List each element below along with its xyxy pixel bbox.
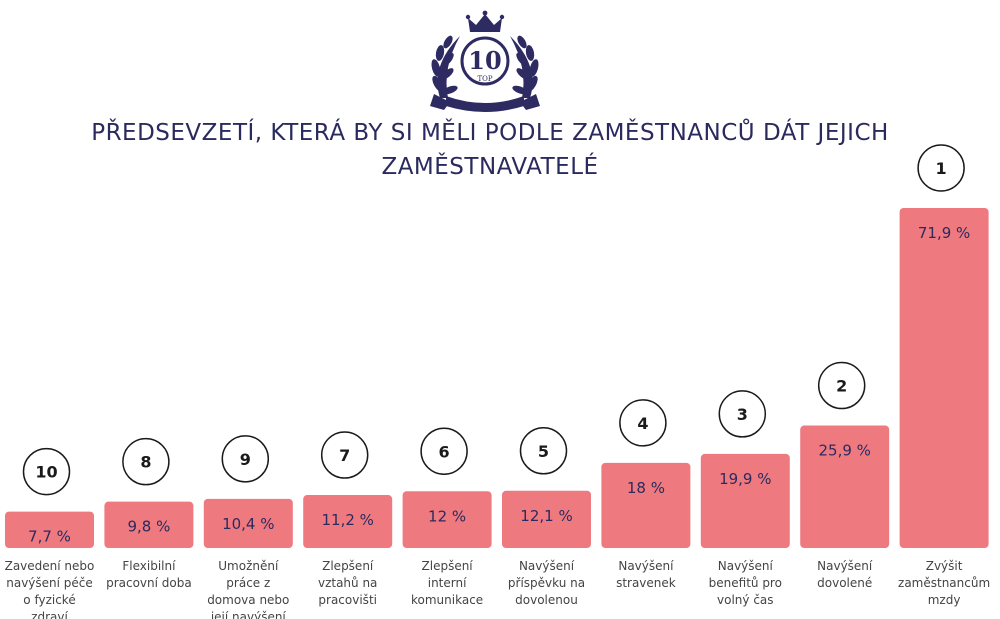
rank-badge [519, 427, 568, 475]
rank-number: 6 [439, 442, 450, 461]
category-label: Navýšení příspěvku na dovolenou [508, 559, 585, 607]
value-label: 9,8 % [127, 518, 170, 536]
bar [402, 491, 492, 548]
rank-badge [420, 427, 468, 476]
category-label: Zlepšení interní komunikace [411, 559, 483, 607]
category-label: Zlepšení vztahů na pracovišti [318, 559, 377, 607]
category-label: Flexibilní pracovní doba [106, 559, 192, 590]
category-label: Navýšení benefitů pro volný čas [709, 559, 782, 607]
rank-badge [917, 144, 965, 192]
rank-badge [718, 390, 767, 438]
bar [104, 501, 194, 548]
category-label: Navýšení dovolené [817, 559, 873, 590]
rank-badge [221, 435, 270, 483]
rank-number: 2 [836, 377, 847, 396]
value-label: 11,2 % [321, 511, 373, 529]
bar [303, 495, 393, 548]
top-10-crown-logo: 10 TOP [430, 10, 540, 112]
rank-number: 9 [240, 450, 251, 469]
rank-number: 1 [936, 159, 947, 178]
value-label: 12,1 % [520, 507, 572, 525]
rank-number: 7 [339, 446, 350, 465]
rank-number: 5 [538, 442, 549, 461]
bar [203, 498, 293, 548]
bar [601, 462, 691, 548]
logo-caption: TOP [477, 75, 492, 83]
bar [5, 511, 94, 548]
rank-badge [320, 431, 369, 479]
category-label: Umožnění práce z domova nebo její navýšení [207, 559, 289, 619]
value-label: 18 % [627, 479, 665, 497]
bar [800, 425, 890, 548]
rank-badge [619, 399, 667, 447]
logo-number: 10 [468, 46, 501, 75]
value-label: 7,7 % [28, 528, 71, 546]
bar [700, 453, 790, 548]
bar [502, 490, 591, 548]
value-label: 10,4 % [222, 515, 274, 533]
value-label: 25,9 % [818, 442, 870, 460]
rank-badge [122, 437, 170, 486]
bar [899, 208, 989, 548]
category-label: Zavedení nebo navýšení péče o fyzické zdrav… [5, 559, 95, 619]
rank-badge [22, 447, 71, 496]
rank-badge [817, 361, 866, 410]
value-label: 19,9 % [719, 470, 771, 488]
rank-number: 3 [737, 405, 748, 424]
rank-number: 4 [637, 414, 648, 433]
value-label: 71,9 % [918, 224, 970, 242]
category-label: Zvýšit zaměstnancům mzdy [898, 559, 990, 607]
value-label: 12 % [428, 507, 466, 525]
chart-title: PŘEDSEVZETÍ, KTERÁ BY SI MĚLI PODLE ZAMĚ… [91, 120, 889, 180]
rank-number: 8 [140, 453, 151, 472]
category-label: Navýšení stravenek [616, 559, 676, 590]
rank-number: 10 [35, 463, 57, 482]
